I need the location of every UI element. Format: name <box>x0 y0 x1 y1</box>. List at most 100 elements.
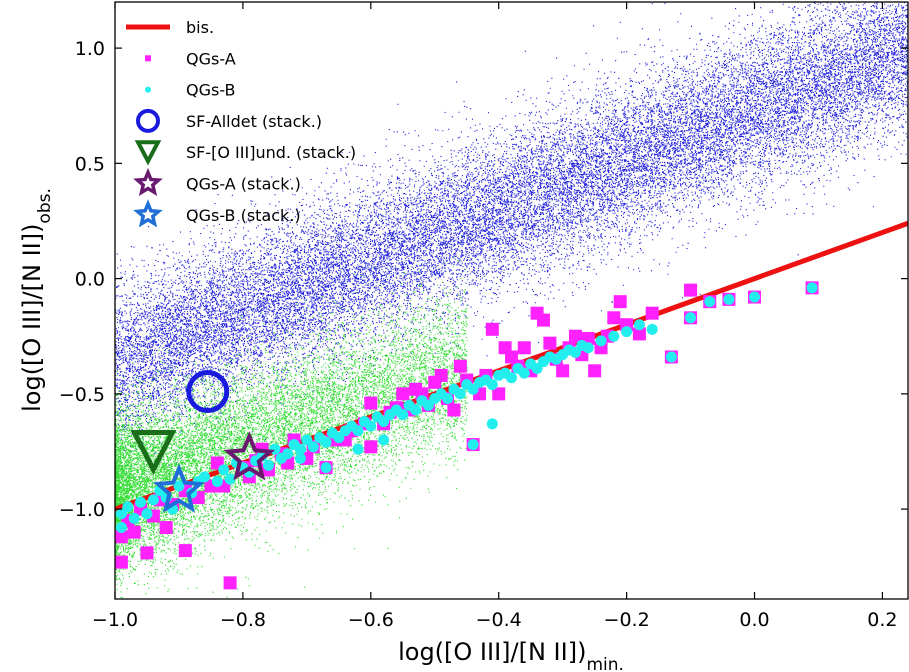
qgs-a-point <box>453 359 467 373</box>
qgs-b-point <box>320 462 332 474</box>
axis-ticks: −1.0 −0.8 −0.6 −0.4 −0.2 0.0 0.2 −1.0 −0.5 0.0 0.5… <box>59 2 908 631</box>
y-tick-label: 0.0 <box>75 269 105 291</box>
y-tick-label: 1.0 <box>75 38 105 60</box>
qgs-b-point <box>173 480 185 492</box>
plot-area <box>115 2 908 599</box>
legend-label: SF-[O III]und. (stack.) <box>186 143 356 162</box>
qgs-b-point <box>282 448 294 460</box>
qgs-a-point <box>613 295 627 309</box>
qgs-b-point <box>410 404 422 416</box>
x-tick-label: −0.8 <box>220 609 266 631</box>
y-axis-label: log([O III]/[N II])obs. <box>18 188 55 412</box>
qgs-a-point <box>223 576 237 590</box>
qgs-a-point <box>492 387 506 401</box>
qgs-b-point <box>397 409 409 421</box>
qgs-b-point <box>442 392 454 404</box>
qgs-b-point <box>506 372 517 384</box>
qgs-b-point <box>141 508 153 520</box>
qgs-b-point <box>595 335 607 347</box>
qgs-a-point <box>115 530 128 544</box>
density-cloud <box>115 2 908 506</box>
sf-oiii-und-stack-marker <box>130 429 177 475</box>
x-tick-label: −0.4 <box>476 609 522 631</box>
qgs-b-point <box>122 501 134 513</box>
qgs-b-point <box>704 296 716 308</box>
density-sf-o-iii-und- <box>115 236 468 599</box>
x-axis-label: log([O III]/[N II])min. <box>398 638 624 672</box>
qgs-b-point <box>486 379 498 391</box>
x-tick-label: 0.2 <box>867 609 897 631</box>
qgs-b-point <box>531 362 543 374</box>
qgs-b-point <box>224 473 236 485</box>
x-tick-label: −0.2 <box>604 609 650 631</box>
legend-item: bis. <box>126 18 214 37</box>
qgs-b-point <box>147 494 159 506</box>
qgs-a-point <box>396 387 410 401</box>
qgs-b-point <box>467 439 479 451</box>
legend-label: bis. <box>186 18 214 37</box>
qgs-b-point <box>608 330 620 342</box>
legend-item: SF-Alldet (stack.) <box>136 108 322 133</box>
qgs-a-point <box>127 525 141 539</box>
qgs-a-point <box>364 396 378 410</box>
qgs-a-point <box>568 329 582 343</box>
qgs-a-point <box>485 322 499 336</box>
legend-item: QGs-A (stack.) <box>133 167 301 197</box>
legend-label: QGs-B <box>186 81 236 100</box>
qgs-a-point <box>178 544 192 558</box>
y-tick-label: −1.0 <box>59 499 105 521</box>
legend-star-swatch <box>133 199 163 228</box>
qgs-b-point <box>115 522 127 534</box>
legend: bis. QGs-A QGs-B SF-Alldet (stack.) SF-[O II… <box>126 18 356 228</box>
legend-triangle-swatch <box>134 140 162 166</box>
legend-label: SF-Alldet (stack.) <box>186 112 322 131</box>
qgs-b-point <box>352 425 364 437</box>
qgs-a-point <box>632 327 646 341</box>
qgs-a-point <box>645 306 659 320</box>
qgs-b-point <box>352 443 364 455</box>
sf-alldet-stack-marker <box>186 370 230 414</box>
legend-item: QGs-B (stack.) <box>133 199 301 228</box>
qgs-b-point <box>665 351 677 363</box>
plot-frame <box>114 1 909 600</box>
qgs-b-point <box>646 323 658 335</box>
y-tick-label: −0.5 <box>59 384 105 406</box>
qgs-a-point <box>447 403 461 417</box>
legend-item: SF-[O III]und. (stack.) <box>134 140 356 166</box>
qgs-b-point <box>378 416 390 428</box>
qgs-b-point <box>333 432 345 444</box>
qgs-a-point <box>115 555 128 569</box>
stack-markers <box>130 370 276 513</box>
qgs-b-point <box>633 319 645 331</box>
qgs-b-point <box>378 434 390 446</box>
qgs-b-points <box>115 282 818 534</box>
qgs-b-point <box>486 418 498 430</box>
qgs-b-point <box>307 441 319 453</box>
qgs-a-point <box>434 368 448 382</box>
legend-item: QGs-A <box>145 49 236 68</box>
qgs-b-point <box>454 388 466 400</box>
qgs-a-point <box>536 313 550 327</box>
qgs-b-point <box>115 508 127 520</box>
legend-label: QGs-A (stack.) <box>186 175 301 194</box>
qgs-a-point <box>364 440 378 454</box>
legend-square-swatch <box>145 55 151 62</box>
legend-label: QGs-A <box>186 49 236 68</box>
qgs-a-point <box>517 341 531 355</box>
legend-label: QGs-B (stack.) <box>186 206 301 225</box>
qgs-b-point <box>582 342 594 354</box>
qgs-b-point <box>467 383 479 395</box>
legend-item: QGs-B <box>145 81 236 100</box>
x-tick-label: 0.0 <box>739 609 769 631</box>
qgs-b-point <box>211 475 223 487</box>
qgs-a-point <box>140 546 154 560</box>
x-tick-label: −1.0 <box>92 609 138 631</box>
qgs-a-point <box>159 521 173 535</box>
qgs-b-point <box>262 459 274 471</box>
qgs-b-point <box>749 291 761 303</box>
qgs-b-point <box>723 293 735 305</box>
qgs-a-point <box>607 311 621 325</box>
qgs-b-point <box>135 496 147 508</box>
